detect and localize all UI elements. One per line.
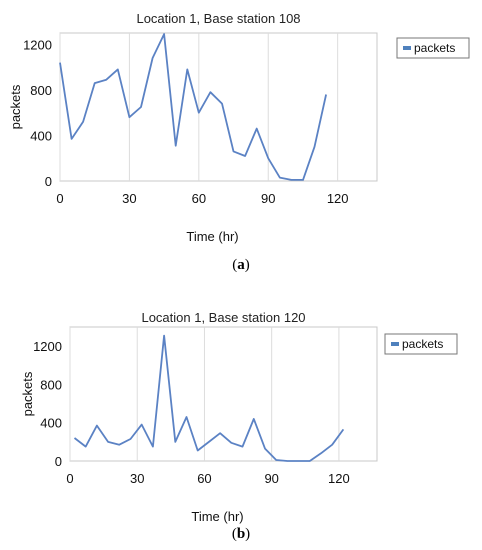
x-tick-label: 90 (264, 471, 278, 486)
x-tick-label: 0 (56, 191, 63, 206)
x-tick-label: 120 (327, 191, 349, 206)
y-tick-label: 0 (45, 174, 52, 189)
x-tick-label: 30 (130, 471, 144, 486)
chart-b-svg: Location 1, Base station 1200 30 60 90 12004… (20, 310, 458, 524)
legend-box (396, 37, 470, 59)
x-tick-label: 0 (66, 471, 73, 486)
x-tick-label: 60 (192, 191, 206, 206)
y-axis-label: packets (8, 84, 23, 129)
chart-panel-a: Location 1, Base station 108 0 30 60 90 120 0 4… (8, 11, 470, 273)
chart-title: Location 1, Base station 108 (136, 11, 300, 26)
y-tick-label: 400 (40, 416, 62, 431)
series-line-packets (59, 33, 327, 181)
y-tick-label: 1200 (23, 37, 52, 52)
y-tick-label: 800 (30, 83, 52, 98)
legend-label: packets (402, 337, 443, 351)
plot-frame (69, 326, 378, 462)
caption-a: (a) (232, 257, 250, 273)
y-axis-label: packets (20, 371, 35, 416)
legend-swatch (391, 342, 399, 346)
plot-frame (59, 32, 378, 182)
y-tick-label: 0 (55, 454, 62, 469)
chart-title: Location 1, Base station 120 (141, 310, 305, 325)
y-tick-label: 1200 (33, 339, 62, 354)
x-tick-label: 60 (197, 471, 211, 486)
x-tick-label: 120 (328, 471, 350, 486)
legend-box (384, 333, 458, 355)
x-axis-label: Time (hr) (186, 229, 238, 244)
chart-panel-b: Location 1, Base station 120 0 30 60 90 120 0 4… (0, 300, 482, 550)
y-tick-label: 400 (30, 128, 52, 143)
series-line-packets (73, 334, 345, 462)
x-tick-label: 30 (122, 191, 136, 206)
x-tick-label: 90 (261, 191, 275, 206)
caption-b: (b) (231, 526, 251, 542)
x-axis-label: Time (hr) (191, 509, 243, 524)
y-tick-label: 800 (40, 377, 62, 392)
legend-swatch (403, 46, 411, 50)
legend-label: packets (414, 41, 455, 55)
